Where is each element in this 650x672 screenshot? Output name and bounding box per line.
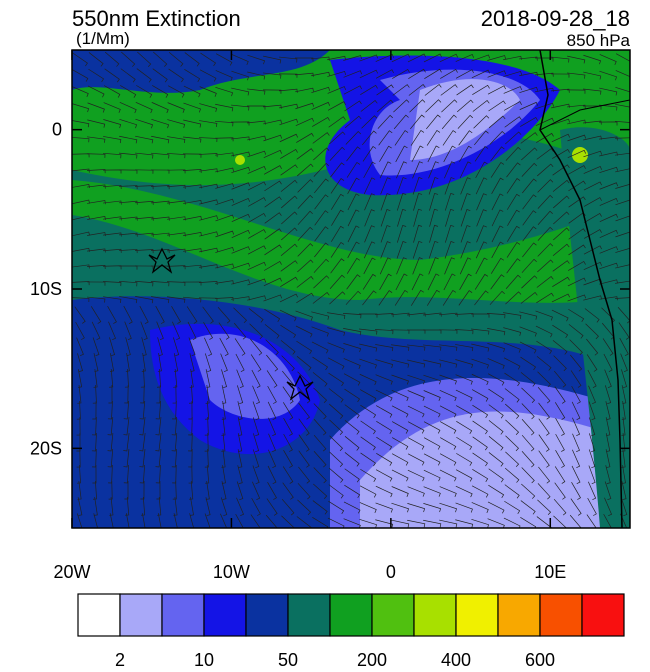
colorbar-label: 2 [115,650,125,667]
y-tick-label: 0 [52,120,62,140]
y-tick-label: 20S [30,438,62,458]
map-field [72,50,630,528]
colorbar-box [329,593,373,637]
x-tick-label: 10E [534,562,566,582]
colorbar-box [77,593,121,637]
colorbar-box [497,593,541,637]
colorbar-box [245,593,289,637]
time-label: 2018-09-28_18 [481,6,630,31]
colorbar-box [455,593,499,637]
level-label: 850 hPa [567,31,631,50]
colorbar-box [161,593,205,637]
colorbar-label: 600 [525,650,555,667]
colorbar-label: 10 [194,650,214,667]
colorbar-box [371,593,415,637]
colorbar-label: 400 [441,650,471,667]
colorbar-box [287,593,331,637]
x-tick-label: 20W [53,562,90,582]
colorbar-box [119,593,163,637]
x-tick-label: 0 [386,562,396,582]
x-tick-label: 10W [213,562,250,582]
colorbar-box [539,593,583,637]
units-label: (1/Mm) [76,29,130,48]
colorbar-box [581,593,625,637]
y-tick-label: 10S [30,279,62,299]
colorbar-box [203,593,247,637]
colorbar-box [413,593,457,637]
colorbar-label: 50 [278,650,298,667]
colorbar-label: 200 [357,650,387,667]
map-title: 550nm Extinction [72,6,241,31]
